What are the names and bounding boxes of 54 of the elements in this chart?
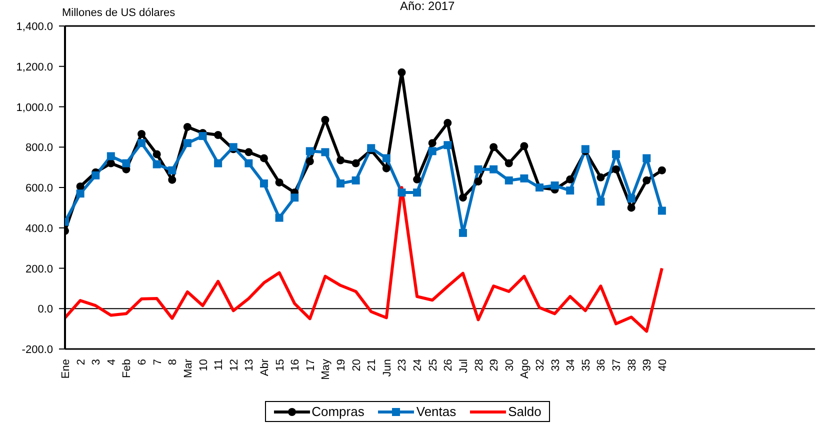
x-tick-label: 28	[473, 359, 486, 372]
x-tick-label: 37	[611, 359, 624, 372]
x-tick-label: 33	[550, 359, 562, 372]
x-tick-label: 21	[366, 359, 378, 372]
y-tick-label: 1,200.0	[16, 61, 53, 74]
y-tick-label: -200.0	[22, 344, 53, 356]
x-tick-label: 25	[427, 359, 440, 372]
y-tick-label: 1,400.0	[16, 21, 53, 33]
x-tick-label: 17	[304, 359, 317, 372]
chart-title: Año: 2017	[400, 0, 455, 13]
x-tick-label: 8	[167, 359, 180, 366]
x-tick-label: 26	[442, 359, 455, 372]
x-tick-label: 34	[565, 359, 578, 372]
y-tick-label: 200.0	[25, 263, 53, 276]
y-tick-label: 600.0	[25, 182, 53, 194]
x-tick-label: 3	[90, 359, 103, 366]
x-tick-label: Jun	[381, 359, 394, 377]
x-tick-label: 15	[274, 359, 286, 372]
x-tick-label: 10	[198, 359, 210, 372]
x-tick-label: 23	[396, 359, 409, 372]
x-tick-label: 20	[350, 359, 363, 372]
x-tick-label: Abr	[258, 358, 271, 376]
y-axis-title: Millones de US dólares	[62, 7, 176, 19]
legend-label: Ventas	[416, 404, 456, 419]
y-tick-label: 400.0	[25, 222, 53, 235]
x-tick-label: 2	[75, 359, 88, 366]
x-tick-label: May	[320, 358, 332, 380]
y-tick-label: 0.0	[38, 304, 53, 316]
x-tick-label: 24	[412, 359, 424, 372]
x-tick-label: 19	[336, 359, 348, 372]
x-tick-label: Mar	[182, 358, 194, 378]
legend-label: Compras	[312, 404, 364, 419]
x-tick-label: 16	[290, 359, 302, 372]
x-tick-label: 13	[244, 359, 256, 372]
x-tick-label: Feb	[121, 359, 134, 378]
x-tick-label: 12	[228, 359, 240, 372]
x-tick-label: 6	[136, 359, 149, 366]
x-tick-label: Ene	[60, 359, 72, 379]
x-tick-label: 29	[488, 359, 501, 372]
x-tick-label: Jul	[458, 359, 470, 374]
y-tick-label: 800.0	[25, 142, 53, 154]
legend-label: Saldo	[508, 404, 542, 419]
y-tick-label: 1,000.0	[16, 102, 53, 114]
x-tick-label: 32	[534, 359, 546, 372]
x-tick-label: 40	[656, 359, 669, 372]
x-tick-label: 30	[504, 359, 516, 372]
x-tick-label: 11	[213, 359, 226, 370]
x-tick-label: 36	[596, 359, 608, 372]
x-tick-label: 4	[106, 359, 118, 366]
x-tick-label: 38	[626, 359, 638, 372]
x-tick-label: 35	[580, 359, 592, 372]
x-tick-label: 39	[642, 359, 654, 372]
x-tick-label: 7	[152, 359, 164, 366]
x-tick-label: Ago	[519, 359, 532, 379]
